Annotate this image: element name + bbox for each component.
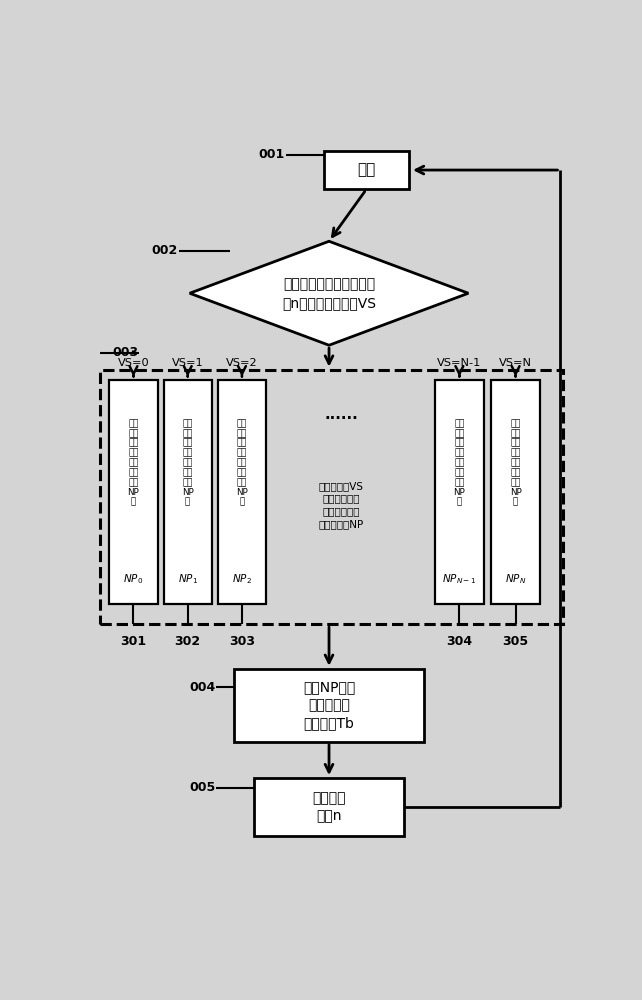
FancyBboxPatch shape	[492, 380, 540, 604]
Text: 测量NP个编
码器脉冲的
时间长度Tb: 测量NP个编 码器脉冲的 时间长度Tb	[303, 680, 355, 730]
Polygon shape	[190, 241, 469, 345]
Text: 设置
下一
测量
周期
编码
器脉
冲数
NP
为: 设置 下一 测量 周期 编码 器脉 冲数 NP 为	[510, 419, 521, 507]
Text: 305: 305	[503, 635, 528, 648]
Text: ......: ......	[325, 407, 358, 422]
FancyBboxPatch shape	[218, 380, 266, 604]
FancyBboxPatch shape	[109, 380, 158, 604]
Text: $NP_{1}$: $NP_{1}$	[178, 572, 198, 586]
Text: VS=0: VS=0	[117, 358, 150, 368]
Text: 利用滞环切换方法判断转
速n属于哪一转速段VS: 利用滞环切换方法判断转 速n属于哪一转速段VS	[282, 277, 376, 310]
Text: $NP_{N-1}$: $NP_{N-1}$	[442, 572, 476, 586]
FancyBboxPatch shape	[324, 151, 408, 189]
Text: 开始: 开始	[357, 163, 376, 178]
Text: VS=2: VS=2	[226, 358, 258, 368]
FancyBboxPatch shape	[254, 778, 404, 836]
Text: 设置
下一
测量
周期
编码
器脉
冲数
NP
为: 设置 下一 测量 周期 编码 器脉 冲数 NP 为	[453, 419, 465, 507]
Text: 001: 001	[259, 148, 285, 161]
Text: 002: 002	[152, 244, 178, 257]
FancyBboxPatch shape	[164, 380, 212, 604]
Text: 设置
下一
测量
周期
编码
器脉
冲数
NP
为: 设置 下一 测量 周期 编码 器脉 冲数 NP 为	[128, 419, 139, 507]
FancyBboxPatch shape	[435, 380, 483, 604]
Text: $NP_{N}$: $NP_{N}$	[505, 572, 526, 586]
Text: 004: 004	[189, 681, 215, 694]
Text: $NP_{2}$: $NP_{2}$	[232, 572, 252, 586]
Text: VS=N-1: VS=N-1	[437, 358, 482, 368]
Text: VS=1: VS=1	[172, 358, 204, 368]
Text: 设置
下一
测量
周期
编码
器脉
冲数
NP
为: 设置 下一 测量 周期 编码 器脉 冲数 NP 为	[236, 419, 248, 507]
Text: 303: 303	[229, 635, 255, 648]
Text: $NP_{0}$: $NP_{0}$	[123, 572, 144, 586]
Text: 005: 005	[189, 781, 215, 794]
Text: 302: 302	[175, 635, 201, 648]
Text: 设置
下一
测量
周期
编码
器脉
冲数
NP
为: 设置 下一 测量 周期 编码 器脉 冲数 NP 为	[182, 419, 194, 507]
FancyBboxPatch shape	[234, 669, 424, 742]
Text: 301: 301	[121, 635, 146, 648]
Text: VS=N: VS=N	[499, 358, 532, 368]
Text: 计算电机
转速n: 计算电机 转速n	[312, 791, 346, 823]
Text: 304: 304	[446, 635, 473, 648]
Text: 003: 003	[112, 346, 138, 359]
Text: 根据转速段VS
自适应设置下
一测量周期编
码器脉冲数NP: 根据转速段VS 自适应设置下 一测量周期编 码器脉冲数NP	[319, 481, 364, 529]
